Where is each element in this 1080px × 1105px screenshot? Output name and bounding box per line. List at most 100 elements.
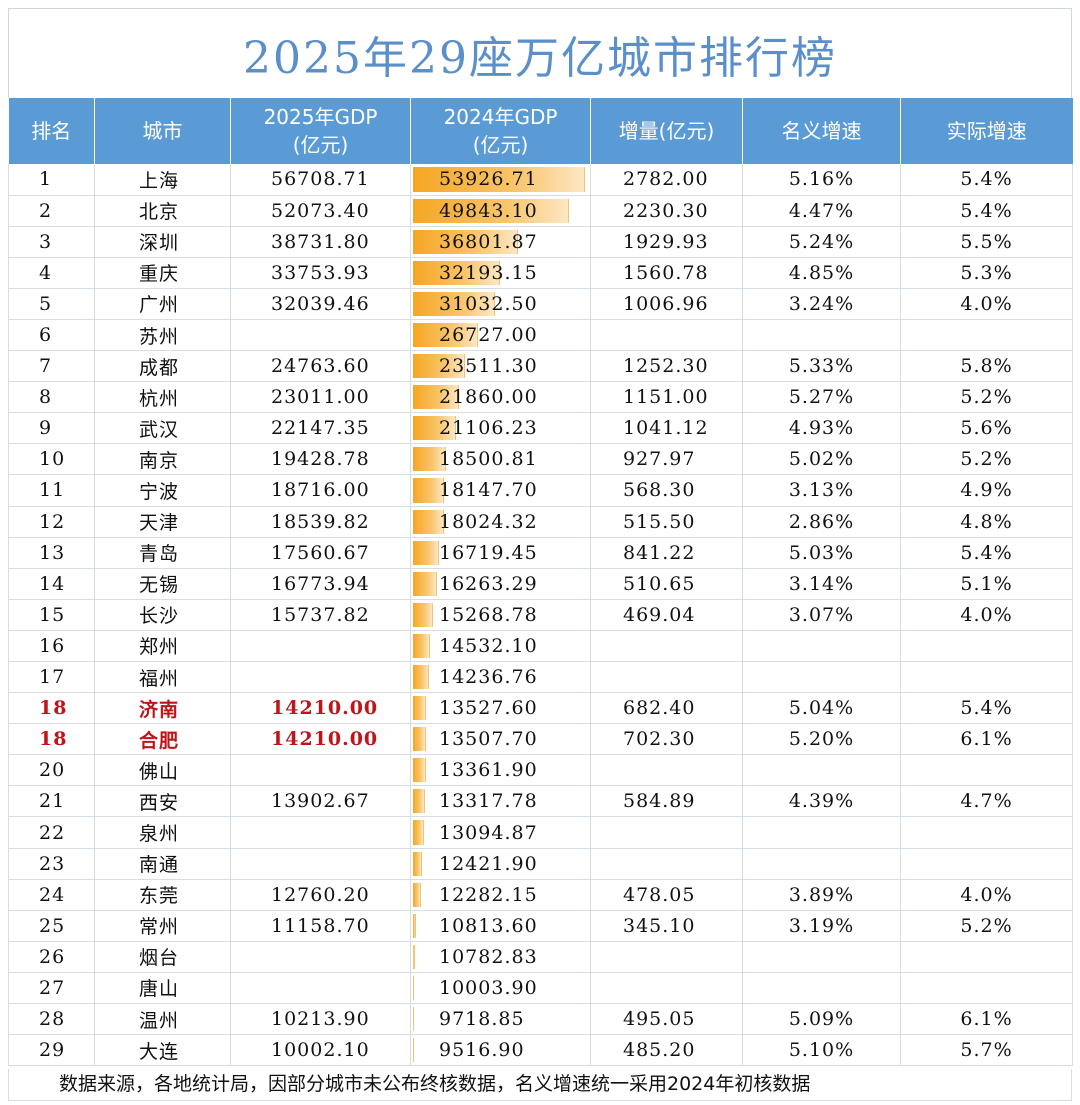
- city-cell: 天津: [94, 506, 231, 538]
- real-growth-cell: [900, 972, 1073, 1005]
- table-row: 9 武汉 22147.35 21106.23 1041.12 4.93% 5.6%: [8, 412, 1073, 445]
- real-growth-cell: 5.1%: [900, 568, 1073, 600]
- real-growth-cell: 5.3%: [900, 257, 1073, 289]
- table-row: 28 温州 10213.90 9718.85 495.05 5.09% 6.1%: [8, 1003, 1073, 1036]
- gdp2024-value: 13527.60: [439, 697, 538, 720]
- gdp2025-cell: [230, 972, 411, 1005]
- gdp2024-data-bar: [413, 198, 569, 223]
- gdp2024-cell: 12421.90: [410, 848, 591, 880]
- gdp2025-cell: [230, 661, 411, 694]
- page-title: 2025年29座万亿城市排行榜: [8, 8, 1072, 98]
- rank-cell: 18: [8, 692, 95, 725]
- rank-cell: 5: [8, 288, 95, 320]
- rank-cell: 18: [8, 723, 95, 756]
- nominal-growth-cell: 5.16%: [742, 164, 901, 196]
- increase-cell: 1006.96: [590, 288, 743, 320]
- gdp2025-cell: 12760.20: [230, 879, 411, 911]
- rank-cell: 17: [8, 661, 95, 694]
- real-growth-cell: 5.4%: [900, 692, 1073, 725]
- nominal-growth-cell: 5.33%: [742, 350, 901, 383]
- gdp2024-value: 26727.00: [439, 324, 538, 347]
- real-growth-cell: [900, 630, 1073, 663]
- gdp2024-cell: 23511.30: [410, 350, 591, 383]
- table-header-row: 排名 城市 2025年GDP (亿元) 2024年GDP (亿元) 增量(亿元)…: [8, 98, 1073, 164]
- city-cell: 深圳: [94, 226, 231, 258]
- real-growth-cell: 4.7%: [900, 785, 1073, 818]
- header-rank: 排名: [8, 98, 95, 164]
- city-cell: 常州: [94, 910, 231, 942]
- gdp2024-value: 13361.90: [439, 759, 538, 782]
- gdp2024-cell: 13094.87: [410, 816, 591, 849]
- gdp2024-cell: 13361.90: [410, 754, 591, 787]
- gdp2025-cell: 18716.00: [230, 474, 411, 507]
- gdp2024-cell: 26727.00: [410, 319, 591, 352]
- gdp2025-cell: 14210.00: [230, 723, 411, 756]
- nominal-growth-cell: [742, 754, 901, 787]
- city-cell: 福州: [94, 661, 231, 694]
- header-city: 城市: [94, 98, 231, 164]
- gdp2024-cell: 21106.23: [410, 412, 591, 445]
- increase-cell: 1151.00: [590, 381, 743, 414]
- rank-cell: 23: [8, 848, 95, 880]
- increase-cell: 515.50: [590, 506, 743, 538]
- table-row: 23 南通 12421.90: [8, 848, 1073, 880]
- gdp2024-data-bar: [413, 229, 518, 254]
- gdp2025-cell: 38731.80: [230, 226, 411, 258]
- gdp2024-value: 15268.78: [439, 603, 538, 626]
- nominal-growth-cell: 3.89%: [742, 879, 901, 911]
- gdp2025-cell: 18539.82: [230, 506, 411, 538]
- increase-cell: [590, 941, 743, 973]
- gdp2025-cell: [230, 816, 411, 849]
- increase-cell: [590, 661, 743, 694]
- real-growth-cell: 4.0%: [900, 599, 1073, 631]
- gdp2024-cell: 49843.10: [410, 195, 591, 227]
- increase-cell: 485.20: [590, 1034, 743, 1067]
- gdp2024-value: 18024.32: [439, 510, 538, 533]
- rank-cell: 24: [8, 879, 95, 911]
- gdp2024-data-bar: [413, 602, 433, 627]
- header-gdp2025-line1: 2025年GDP: [263, 105, 378, 129]
- nominal-growth-cell: [742, 319, 901, 352]
- real-growth-cell: 5.7%: [900, 1034, 1073, 1067]
- gdp2024-value: 10003.90: [439, 976, 538, 999]
- rank-cell: 16: [8, 630, 95, 663]
- nominal-growth-cell: 3.13%: [742, 474, 901, 507]
- increase-cell: 510.65: [590, 568, 743, 600]
- gdp2024-data-bar: [413, 1007, 414, 1032]
- nominal-growth-cell: [742, 816, 901, 849]
- rank-cell: 25: [8, 910, 95, 942]
- city-cell: 武汉: [94, 412, 231, 445]
- city-cell: 大连: [94, 1034, 231, 1067]
- increase-cell: [590, 848, 743, 880]
- increase-cell: 495.05: [590, 1003, 743, 1036]
- gdp2024-value: 21106.23: [439, 417, 538, 440]
- gdp2024-cell: 13527.60: [410, 692, 591, 725]
- table-row: 2 北京 52073.40 49843.10 2230.30 4.47% 5.4%: [8, 195, 1073, 227]
- real-growth-cell: [900, 661, 1073, 694]
- increase-cell: 2230.30: [590, 195, 743, 227]
- gdp2024-value: 12282.15: [439, 883, 538, 906]
- gdp2024-cell: 32193.15: [410, 257, 591, 289]
- gdp2024-value: 32193.15: [439, 261, 538, 284]
- city-cell: 无锡: [94, 568, 231, 600]
- gdp2024-data-bar: [413, 882, 421, 907]
- increase-cell: 682.40: [590, 692, 743, 725]
- table-row: 16 郑州 14532.10: [8, 630, 1073, 663]
- increase-cell: 469.04: [590, 599, 743, 631]
- gdp2024-cell: 13507.70: [410, 723, 591, 756]
- gdp2024-data-bar: [413, 913, 416, 938]
- rank-cell: 14: [8, 568, 95, 600]
- gdp2024-value: 21860.00: [439, 386, 538, 409]
- rank-cell: 13: [8, 537, 95, 569]
- real-growth-cell: [900, 754, 1073, 787]
- gdp2024-value: 13507.70: [439, 728, 538, 751]
- gdp2025-cell: 56708.71: [230, 164, 411, 196]
- table-row: 18 合肥 14210.00 13507.70 702.30 5.20% 6.1%: [8, 723, 1073, 756]
- rank-cell: 22: [8, 816, 95, 849]
- gdp2024-data-bar: [413, 1038, 414, 1063]
- gdp2024-value: 10782.83: [439, 945, 538, 968]
- gdp2024-value: 23511.30: [439, 355, 538, 378]
- real-growth-cell: 5.4%: [900, 164, 1073, 196]
- table-row: 10 南京 19428.78 18500.81 927.97 5.02% 5.2%: [8, 443, 1073, 476]
- increase-cell: [590, 972, 743, 1005]
